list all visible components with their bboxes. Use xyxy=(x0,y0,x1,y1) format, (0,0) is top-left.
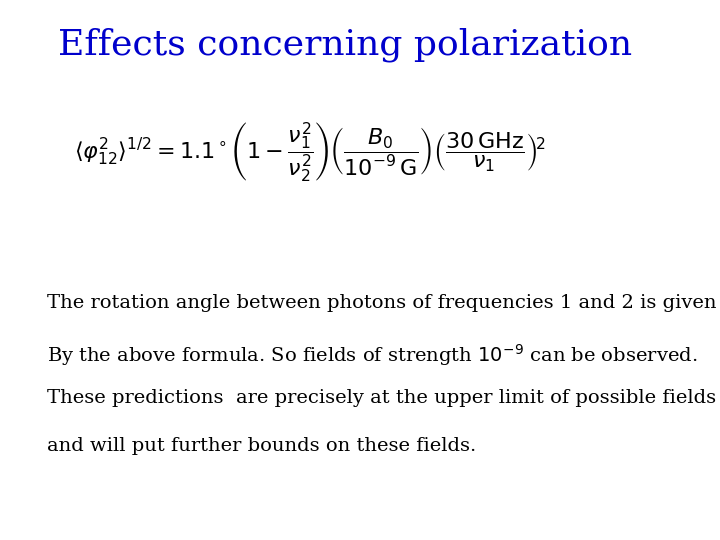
Text: The rotation angle between photons of frequencies 1 and 2 is given: The rotation angle between photons of fr… xyxy=(47,294,716,312)
Text: and will put further bounds on these fields.: and will put further bounds on these fie… xyxy=(47,437,476,455)
Text: $\langle\varphi_{12}^2\rangle^{1/2} = 1.1^\circ \left(1 - \dfrac{\nu_1^2}{\nu_2^: $\langle\varphi_{12}^2\rangle^{1/2} = 1.… xyxy=(73,120,546,183)
Text: Effects concerning polarization: Effects concerning polarization xyxy=(58,27,631,62)
Text: By the above formula. So fields of strength $10^{-9}$ can be observed.: By the above formula. So fields of stren… xyxy=(47,342,697,368)
Text: These predictions  are precisely at the upper limit of possible fields: These predictions are precisely at the u… xyxy=(47,389,716,407)
